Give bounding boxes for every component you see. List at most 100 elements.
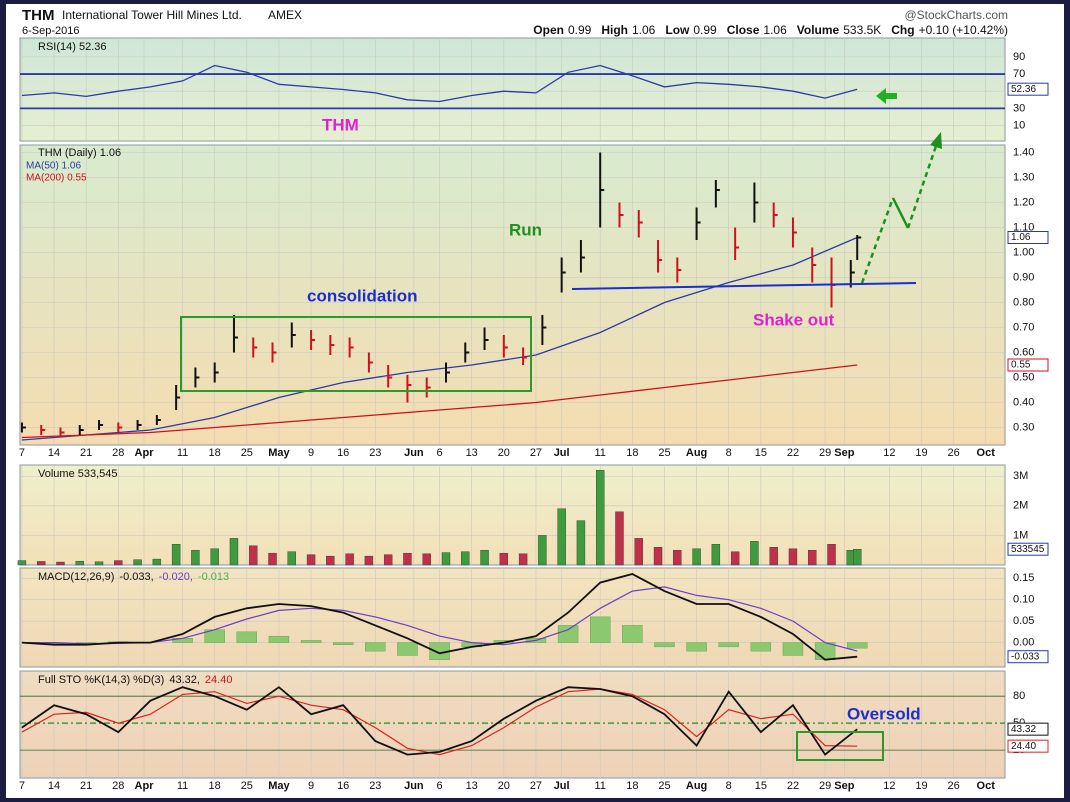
volume-bar xyxy=(306,554,316,566)
support-line xyxy=(571,282,917,290)
histogram-bar xyxy=(718,642,739,648)
volume-bar xyxy=(557,508,566,566)
last-value-box xyxy=(1007,650,1049,664)
x-tick-label: 8 xyxy=(726,447,732,459)
x-tick-label: 9 xyxy=(308,780,314,792)
y-tick-label: 0.30 xyxy=(1013,421,1034,433)
histogram-bar xyxy=(557,625,579,643)
legend-text: RSI(14) 52.36 xyxy=(38,41,106,53)
last-value-box xyxy=(1007,739,1049,753)
volume-bar xyxy=(345,553,354,566)
x-tick-label: 21 xyxy=(80,780,92,792)
histogram-bar xyxy=(782,642,804,656)
last-value-box xyxy=(1007,542,1049,556)
volume-bar xyxy=(287,551,296,566)
panel-bg xyxy=(19,144,1006,446)
last-value-label: 43.32 xyxy=(1011,724,1036,735)
volume-bar xyxy=(808,550,817,566)
y-tick-label: 0.50 xyxy=(1013,371,1034,383)
date: 6-Sep-2016 xyxy=(22,25,80,37)
x-tick-label: 19 xyxy=(915,780,927,792)
quote-value: 0.99 xyxy=(568,23,592,37)
volume-bar xyxy=(853,549,862,566)
y-tick-label: 2M xyxy=(1013,500,1028,512)
histogram-bar xyxy=(750,642,772,652)
legend-text: MA(200) 0.55 xyxy=(26,173,87,184)
y-tick-label: 0.05 xyxy=(1013,615,1034,627)
x-tick-label: 18 xyxy=(626,447,638,459)
quote-label: Chg xyxy=(891,23,914,37)
x-tick-label: Jun xyxy=(404,447,424,459)
x-tick-label: Aug xyxy=(686,447,707,459)
last-value-label: 52.36 xyxy=(1011,84,1036,95)
x-tick-label: Sep xyxy=(834,447,854,459)
x-tick-label: 15 xyxy=(755,780,767,792)
x-tick-label: Oct xyxy=(977,447,996,459)
x-tick-label: May xyxy=(268,780,290,792)
volume-bar xyxy=(827,544,836,566)
histogram-bar xyxy=(590,616,611,643)
volume-bar xyxy=(210,548,219,566)
x-tick-label: 29 xyxy=(819,780,831,792)
last-value-box xyxy=(1007,82,1049,96)
x-tick-label: Apr xyxy=(135,447,155,459)
volume-bar xyxy=(730,551,740,566)
header: THM International Tower Hill Mines Ltd. … xyxy=(22,7,1008,37)
volume-bar xyxy=(518,553,528,566)
y-tick-label: 1.20 xyxy=(1013,196,1034,208)
histogram-bar xyxy=(622,625,643,643)
last-value-box xyxy=(1007,722,1049,736)
volume-bar xyxy=(653,547,663,566)
x-tick-label: Jun xyxy=(404,780,424,792)
x-tick-label: 11 xyxy=(177,780,188,792)
x-tick-label: 28 xyxy=(112,447,124,459)
x-tick-label: 18 xyxy=(209,780,221,792)
volume-bar xyxy=(37,561,46,566)
legend-text: -0.033, xyxy=(119,571,153,583)
x-tick-label: 7 xyxy=(19,780,25,792)
y-tick-label: 90 xyxy=(1013,51,1025,63)
annotation: Run xyxy=(509,220,542,239)
legend-text: THM (Daily) 1.06 xyxy=(38,147,121,159)
volume-bar xyxy=(94,561,104,566)
histogram-bar xyxy=(686,642,707,652)
histogram-bar xyxy=(236,631,258,643)
symbol: THM xyxy=(22,7,55,24)
last-value-label: -0.033 xyxy=(1011,651,1040,662)
x-tick-label: 6 xyxy=(437,447,443,459)
x-tick-label: 27 xyxy=(530,447,542,459)
x-tick-label: 14 xyxy=(48,780,60,792)
moving-average xyxy=(21,364,858,439)
source: @StockCharts.com xyxy=(904,8,1008,22)
volume-bar xyxy=(403,552,412,566)
x-tick-label: 29 xyxy=(819,447,831,459)
volume-bar xyxy=(615,511,624,566)
x-tick-label: 25 xyxy=(241,780,253,792)
x-tick-label: 27 xyxy=(530,780,542,792)
x-tick-label: 21 xyxy=(80,447,92,459)
volume-bar xyxy=(152,558,162,566)
annotation: Oversold xyxy=(847,704,921,723)
histogram-bar xyxy=(268,635,290,643)
y-tick-label: 3M xyxy=(1013,470,1028,482)
x-tick-label: 26 xyxy=(947,447,959,459)
annotation: THM xyxy=(322,115,359,134)
x-tick-label: 11 xyxy=(594,780,605,792)
x-tick-label: 18 xyxy=(209,447,221,459)
x-tick-label: 18 xyxy=(626,780,638,792)
histogram-bar xyxy=(300,640,322,643)
x-tick-label: 25 xyxy=(658,447,670,459)
x-tick-label: 16 xyxy=(337,780,349,792)
histogram-bar xyxy=(847,642,868,649)
volume-bar xyxy=(441,552,451,566)
y-tick-label: 0.40 xyxy=(1013,396,1034,408)
volume-bar xyxy=(750,541,759,566)
volume-bar xyxy=(75,560,84,566)
exchange: AMEX xyxy=(268,8,302,22)
last-value-label: 533545 xyxy=(1011,544,1045,555)
x-tick-label: 13 xyxy=(466,780,478,792)
quote-value: 0.99 xyxy=(693,23,717,37)
x-tick-label: 22 xyxy=(787,447,799,459)
quote-value: 533.5K xyxy=(843,23,881,37)
y-tick-label: 0.60 xyxy=(1013,346,1034,358)
